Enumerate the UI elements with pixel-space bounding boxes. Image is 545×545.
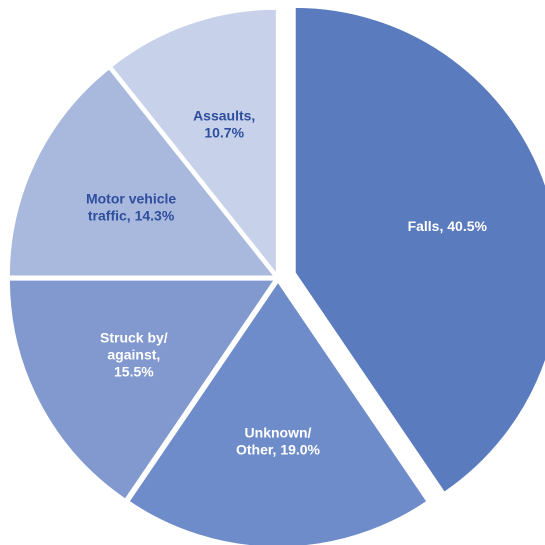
slice-label-line: Struck by/ (100, 329, 168, 345)
slice-label-line: Unknown/ (245, 425, 312, 441)
slice-label-line: against, (107, 346, 160, 362)
labels-layer: Falls, 40.5% Unknown/Other, 19.0% Struck b… (86, 108, 488, 458)
pie-slice (7, 66, 277, 278)
slice-label-line: traffic, 14.3% (88, 208, 175, 224)
slice-label-line: Assaults, (193, 108, 255, 124)
slice-label-line: 10.7% (204, 125, 244, 141)
pie-slice (7, 278, 277, 502)
slice-label-line: 15.5% (114, 363, 154, 379)
slice-label-line: Falls, 40.5% (408, 218, 488, 234)
pie-slice (127, 279, 429, 545)
slice-label: Struck by/against, 15.5% (100, 329, 168, 379)
slice-label: Assaults, 10.7% (193, 108, 255, 141)
slice-label: Unknown/Other, 19.0% (236, 425, 321, 458)
pie-slice (109, 7, 278, 278)
slice-label: Falls, 40.5% (408, 218, 488, 234)
slice-label-line: Other, 19.0% (236, 442, 321, 458)
slice-label-line: Motor vehicle (86, 191, 176, 207)
slices-layer (7, 5, 545, 545)
pie-slice (293, 5, 545, 495)
slice-label: Motor vehicle traffic, 14.3% (86, 191, 176, 224)
